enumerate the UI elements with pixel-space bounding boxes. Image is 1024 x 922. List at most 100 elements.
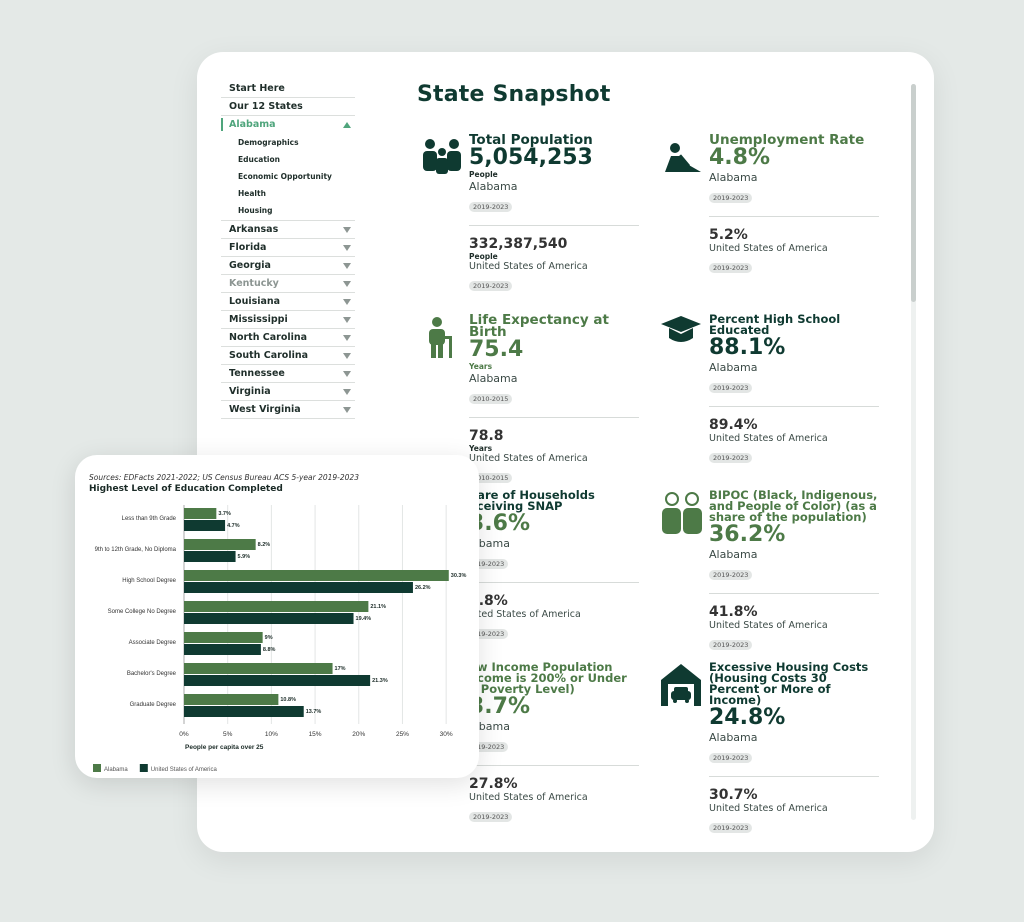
x-tick-label: 20% bbox=[352, 731, 365, 738]
year-badge: 2010-2015 bbox=[469, 394, 513, 404]
scrollbar-thumb[interactable] bbox=[911, 84, 916, 302]
category-label: 9th to 12th Grade, No Diploma bbox=[95, 547, 177, 553]
stat-snap-households: hare of Households eceiving SNAP 3.6% la… bbox=[469, 489, 649, 640]
bar bbox=[184, 601, 369, 612]
year-badge: 2019-2023 bbox=[469, 202, 513, 212]
chevron-down-icon[interactable] bbox=[343, 335, 351, 341]
chevron-down-icon[interactable] bbox=[343, 407, 351, 413]
chevron-down-icon[interactable] bbox=[343, 389, 351, 395]
sidebar-item-label: Alabama bbox=[229, 119, 276, 130]
stat-place: Alabama bbox=[709, 548, 758, 561]
sidebar-nav: Start Here Our 12 States Alabama Demogra… bbox=[221, 80, 355, 419]
year-badge: 2019-2023 bbox=[709, 640, 753, 650]
chevron-down-icon[interactable] bbox=[343, 281, 351, 287]
data-label: 26.2% bbox=[415, 585, 431, 591]
chevron-down-icon[interactable] bbox=[343, 317, 351, 323]
chart-title: Highest Level of Education Completed bbox=[89, 484, 283, 494]
us-value: 1.8% bbox=[469, 593, 508, 609]
elderly-person-icon bbox=[429, 317, 452, 358]
legend-swatch bbox=[139, 764, 148, 772]
sidebar-item-alabama[interactable]: Alabama bbox=[221, 116, 355, 134]
submenu-item-housing[interactable]: Housing bbox=[238, 206, 273, 215]
year-badge: 019-2023 bbox=[469, 742, 509, 752]
stat-title-line: Income) bbox=[709, 693, 762, 707]
chevron-up-icon[interactable] bbox=[343, 122, 351, 128]
stat-place: Alabama bbox=[709, 731, 758, 744]
divider bbox=[709, 776, 879, 777]
x-tick-label: 10% bbox=[265, 731, 278, 738]
divider bbox=[709, 406, 879, 407]
chevron-down-icon[interactable] bbox=[343, 227, 351, 233]
education-chart-card: Sources: EDFacts 2021-2022; US Census Bu… bbox=[75, 455, 479, 778]
data-label: 4.7% bbox=[227, 523, 240, 529]
sidebar-item-start-here[interactable]: Start Here bbox=[221, 80, 355, 98]
sidebar-item-florida[interactable]: Florida bbox=[221, 239, 355, 257]
stat-place: Alabama bbox=[469, 372, 518, 385]
stat-title-line: and People of Color) (as a bbox=[709, 499, 877, 513]
graduation-cap-icon bbox=[661, 316, 701, 342]
divider bbox=[469, 765, 639, 766]
stat-title-line: e Poverty Level) bbox=[469, 682, 575, 696]
us-place: United States of America bbox=[469, 792, 588, 803]
sidebar-item-west-virginia[interactable]: West Virginia bbox=[221, 401, 355, 419]
stat-title-line: Educated bbox=[709, 323, 770, 337]
chevron-down-icon[interactable] bbox=[343, 299, 351, 305]
data-label: 8.2% bbox=[258, 542, 271, 548]
stat-title: ow Income Population ncome is 200% or Un… bbox=[469, 661, 649, 696]
scrollbar[interactable] bbox=[911, 84, 916, 820]
bar bbox=[184, 644, 261, 655]
sidebar-item-louisiana[interactable]: Louisiana bbox=[221, 293, 355, 311]
sidebar-item-label: Georgia bbox=[229, 260, 271, 271]
stat-title: hare of Households eceiving SNAP bbox=[469, 489, 649, 512]
sidebar-item-our-12-states[interactable]: Our 12 States bbox=[221, 98, 355, 116]
us-place: United States of America bbox=[709, 243, 828, 254]
stat-title-line: Percent High School bbox=[709, 312, 841, 326]
submenu-item-demographics[interactable]: Demographics bbox=[238, 138, 299, 147]
bar bbox=[184, 613, 354, 624]
year-badge: 2019-2023 bbox=[709, 453, 753, 463]
bar bbox=[184, 539, 256, 550]
divider bbox=[469, 417, 639, 418]
us-unit: Years bbox=[469, 444, 493, 453]
sidebar-item-south-carolina[interactable]: South Carolina bbox=[221, 347, 355, 365]
chevron-down-icon[interactable] bbox=[343, 263, 351, 269]
sidebar-item-north-carolina[interactable]: North Carolina bbox=[221, 329, 355, 347]
stat-title: Total Population bbox=[469, 132, 593, 148]
page-title: State Snapshot bbox=[417, 82, 611, 107]
bar bbox=[184, 663, 333, 674]
us-value: 332,387,540 bbox=[469, 236, 568, 252]
sidebar-item-virginia[interactable]: Virginia bbox=[221, 383, 355, 401]
submenu-item-economic-opportunity[interactable]: Economic Opportunity bbox=[238, 172, 332, 181]
submenu-item-health[interactable]: Health bbox=[238, 189, 266, 198]
sidebar-item-label: Louisiana bbox=[229, 296, 281, 307]
chevron-down-icon[interactable] bbox=[343, 371, 351, 377]
sidebar-item-arkansas[interactable]: Arkansas bbox=[221, 221, 355, 239]
year-badge: 019-2023 bbox=[469, 559, 509, 569]
chevron-down-icon[interactable] bbox=[343, 353, 351, 359]
stat-title: Excessive Housing Costs (Housing Costs 3… bbox=[709, 661, 889, 707]
people-pair-icon bbox=[662, 492, 702, 534]
chevron-down-icon[interactable] bbox=[343, 245, 351, 251]
stat-title: Unemployment Rate bbox=[709, 132, 865, 148]
stat-value: 24.8% bbox=[709, 705, 786, 730]
category-label: Some College No Degree bbox=[108, 609, 177, 615]
data-label: 17% bbox=[335, 666, 346, 672]
sidebar-item-label: North Carolina bbox=[229, 332, 308, 343]
data-label: 8.8% bbox=[263, 647, 276, 653]
x-tick-label: 15% bbox=[309, 731, 322, 738]
us-value: 41.8% bbox=[709, 604, 758, 620]
year-badge: 2019-2023 bbox=[709, 570, 753, 580]
sidebar-item-mississippi[interactable]: Mississippi bbox=[221, 311, 355, 329]
sidebar-item-georgia[interactable]: Georgia bbox=[221, 257, 355, 275]
stat-title-line: ncome is 200% or Under bbox=[469, 671, 627, 685]
submenu-item-education[interactable]: Education bbox=[238, 155, 280, 164]
year-badge: 2010-2015 bbox=[469, 473, 513, 483]
us-place: United States of America bbox=[709, 803, 828, 814]
sidebar-item-tennessee[interactable]: Tennessee bbox=[221, 365, 355, 383]
data-label: 10.8% bbox=[280, 697, 296, 703]
stat-value: 75.4 bbox=[469, 337, 524, 362]
stat-place: labama bbox=[469, 720, 510, 733]
us-place: United States of America bbox=[709, 620, 828, 631]
sidebar-item-kentucky[interactable]: Kentucky bbox=[221, 275, 355, 293]
year-badge: 2019-2023 bbox=[709, 823, 753, 833]
